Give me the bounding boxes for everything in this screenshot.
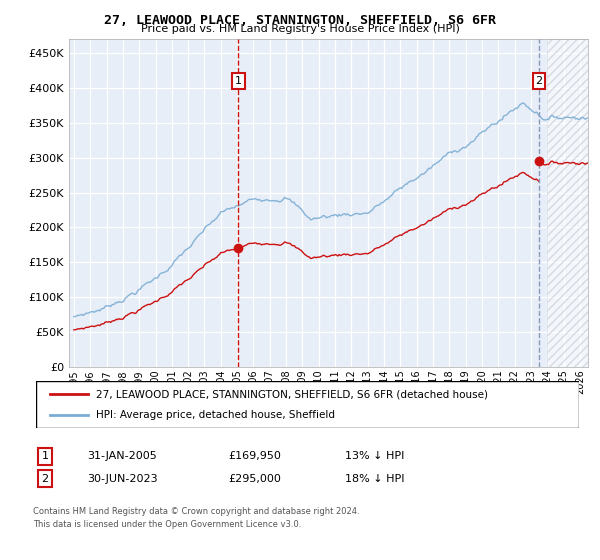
Text: 30-JUN-2023: 30-JUN-2023: [87, 474, 158, 484]
Text: 13% ↓ HPI: 13% ↓ HPI: [345, 451, 404, 461]
Text: 1: 1: [235, 76, 242, 86]
Text: 1: 1: [41, 451, 49, 461]
Text: £169,950: £169,950: [228, 451, 281, 461]
Text: 2: 2: [41, 474, 49, 484]
Text: Price paid vs. HM Land Registry's House Price Index (HPI): Price paid vs. HM Land Registry's House …: [140, 24, 460, 34]
FancyBboxPatch shape: [36, 381, 579, 428]
Text: This data is licensed under the Open Government Licence v3.0.: This data is licensed under the Open Gov…: [33, 520, 301, 529]
Text: 2: 2: [535, 76, 542, 86]
Text: HPI: Average price, detached house, Sheffield: HPI: Average price, detached house, Shef…: [96, 410, 335, 420]
Bar: [547, 39, 588, 367]
Text: Contains HM Land Registry data © Crown copyright and database right 2024.: Contains HM Land Registry data © Crown c…: [33, 507, 359, 516]
Text: 27, LEAWOOD PLACE, STANNINGTON, SHEFFIELD, S6 6FR (detached house): 27, LEAWOOD PLACE, STANNINGTON, SHEFFIEL…: [96, 389, 488, 399]
Text: 27, LEAWOOD PLACE, STANNINGTON, SHEFFIELD, S6 6FR: 27, LEAWOOD PLACE, STANNINGTON, SHEFFIEL…: [104, 14, 496, 27]
Text: 31-JAN-2005: 31-JAN-2005: [87, 451, 157, 461]
Text: £295,000: £295,000: [228, 474, 281, 484]
Text: 18% ↓ HPI: 18% ↓ HPI: [345, 474, 404, 484]
